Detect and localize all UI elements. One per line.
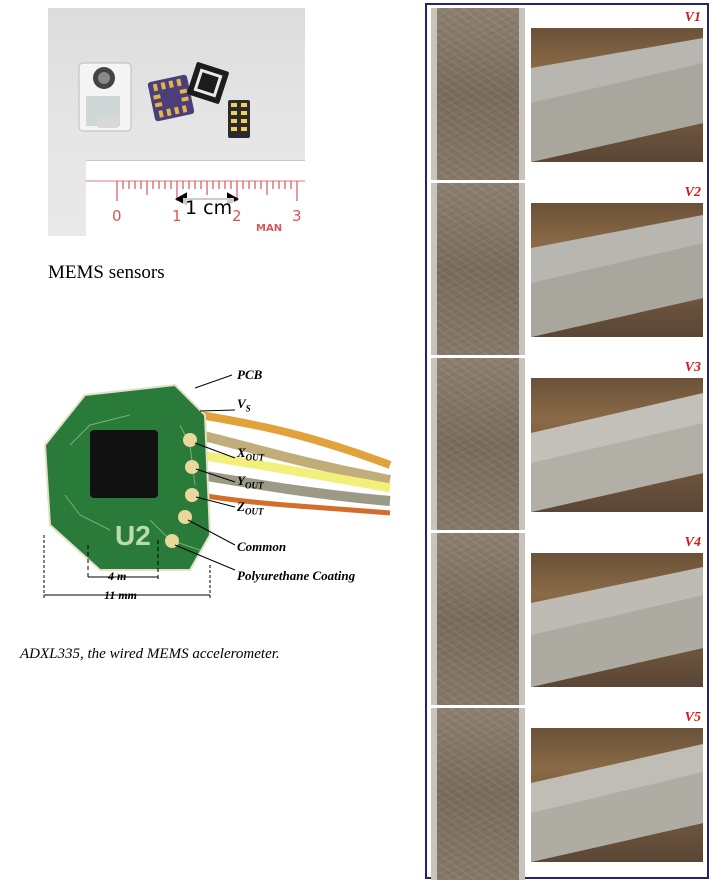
soil-box-side-photo: [531, 203, 703, 337]
label-v1: V1: [684, 10, 701, 25]
panel-row-v1: V1: [431, 8, 707, 180]
soil-top-view-photo: [431, 8, 525, 180]
label-vs-sub: S: [245, 403, 251, 414]
accelerometer-board-illustration: U2: [43, 374, 392, 600]
label-v4: V4: [684, 535, 701, 550]
label-xout: XOUT: [237, 445, 264, 463]
soil-box-side-photo: [531, 378, 703, 512]
adxl-caption: ADXL335, the wired MEMS accelerometer.: [20, 646, 280, 662]
label-v5: V5: [684, 710, 701, 725]
label-yout: YOUT: [237, 473, 263, 491]
soil-top-view-photo: [431, 183, 525, 355]
label-vs: VS: [237, 396, 251, 414]
test-photo-panel: V1 V2 V3 V4 V5: [425, 3, 709, 880]
mems-caption: MEMS sensors: [48, 262, 165, 283]
ruler-number-0: 0: [112, 207, 122, 225]
label-xout-sub: OUT: [245, 452, 265, 463]
soil-box-side-photo: [531, 553, 703, 687]
scale-label: 1 cm: [183, 197, 235, 219]
label-polyurethane-coating: Polyurethane Coating: [237, 568, 356, 583]
label-zout-sub: OUT: [244, 506, 264, 517]
label-v2: V2: [684, 185, 701, 200]
label-yout-main: Y: [237, 473, 245, 488]
panel-row-v4: V4: [431, 533, 707, 705]
label-common: Common: [237, 539, 287, 554]
dimension-small: 4 m: [108, 569, 127, 583]
adxl335-figure: U2 PCB VS XOUT YOUT ZOUT Common Polyuret…: [30, 355, 400, 605]
label-vs-main: V: [237, 396, 246, 411]
mems-sensors-photo: 0 1 2 3 MAN 1 cm: [48, 8, 305, 236]
ruler-number-3: 3: [292, 207, 302, 225]
chip-marking: U2: [115, 520, 151, 551]
soil-top-view-photo: [431, 358, 525, 530]
dimension-large: 11 mm: [104, 588, 138, 602]
panel-row-v3: V3: [431, 358, 707, 530]
panel-row-v5: V5: [431, 708, 707, 880]
sensor-chips-illustration: [78, 62, 250, 138]
soil-box-side-photo: [531, 28, 703, 162]
label-zout-main: Z: [237, 499, 245, 514]
label-xout-main: X: [237, 445, 246, 460]
label-zout: ZOUT: [237, 499, 263, 517]
ruler-number-1: 1: [172, 207, 182, 225]
label-v3: V3: [684, 360, 701, 375]
panel-row-v2: V2: [431, 183, 707, 355]
soil-box-side-photo: [531, 728, 703, 862]
ruler-number-2: 2: [232, 207, 242, 225]
label-pcb: PCB: [237, 367, 263, 382]
ruler-brand-text: MAN: [256, 223, 283, 234]
soil-top-view-photo: [431, 708, 525, 880]
label-yout-sub: OUT: [244, 480, 264, 491]
soil-top-view-photo: [431, 533, 525, 705]
